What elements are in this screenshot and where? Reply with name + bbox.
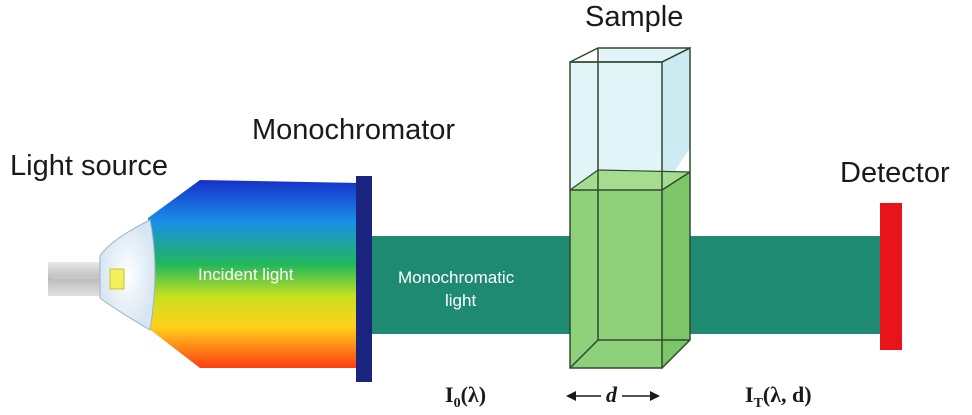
sample-label: Sample: [585, 1, 683, 33]
monochromatic-light-label-line2: light: [445, 291, 476, 310]
incident-light-beam: [148, 180, 360, 368]
path-length-symbol: d: [606, 382, 618, 407]
incident-light-label: Incident light: [198, 265, 294, 284]
light-bulb-icon: [99, 219, 156, 331]
sample-cuvette: [569, 46, 691, 369]
light-source-label: Light source: [10, 150, 168, 182]
bulb-filament: [109, 268, 125, 290]
path-length-indicator: [566, 391, 660, 401]
detector-plate: [880, 203, 902, 350]
monochromatic-light-label-line1: Monochromatic: [398, 268, 515, 287]
transmitted-intensity-label: IT(λ, d): [745, 382, 812, 411]
monochromator-slit: [356, 176, 372, 382]
monochromator-label: Monochromator: [252, 114, 455, 146]
incident-intensity-label: I0(λ): [445, 382, 486, 411]
detector-label: Detector: [840, 157, 950, 189]
